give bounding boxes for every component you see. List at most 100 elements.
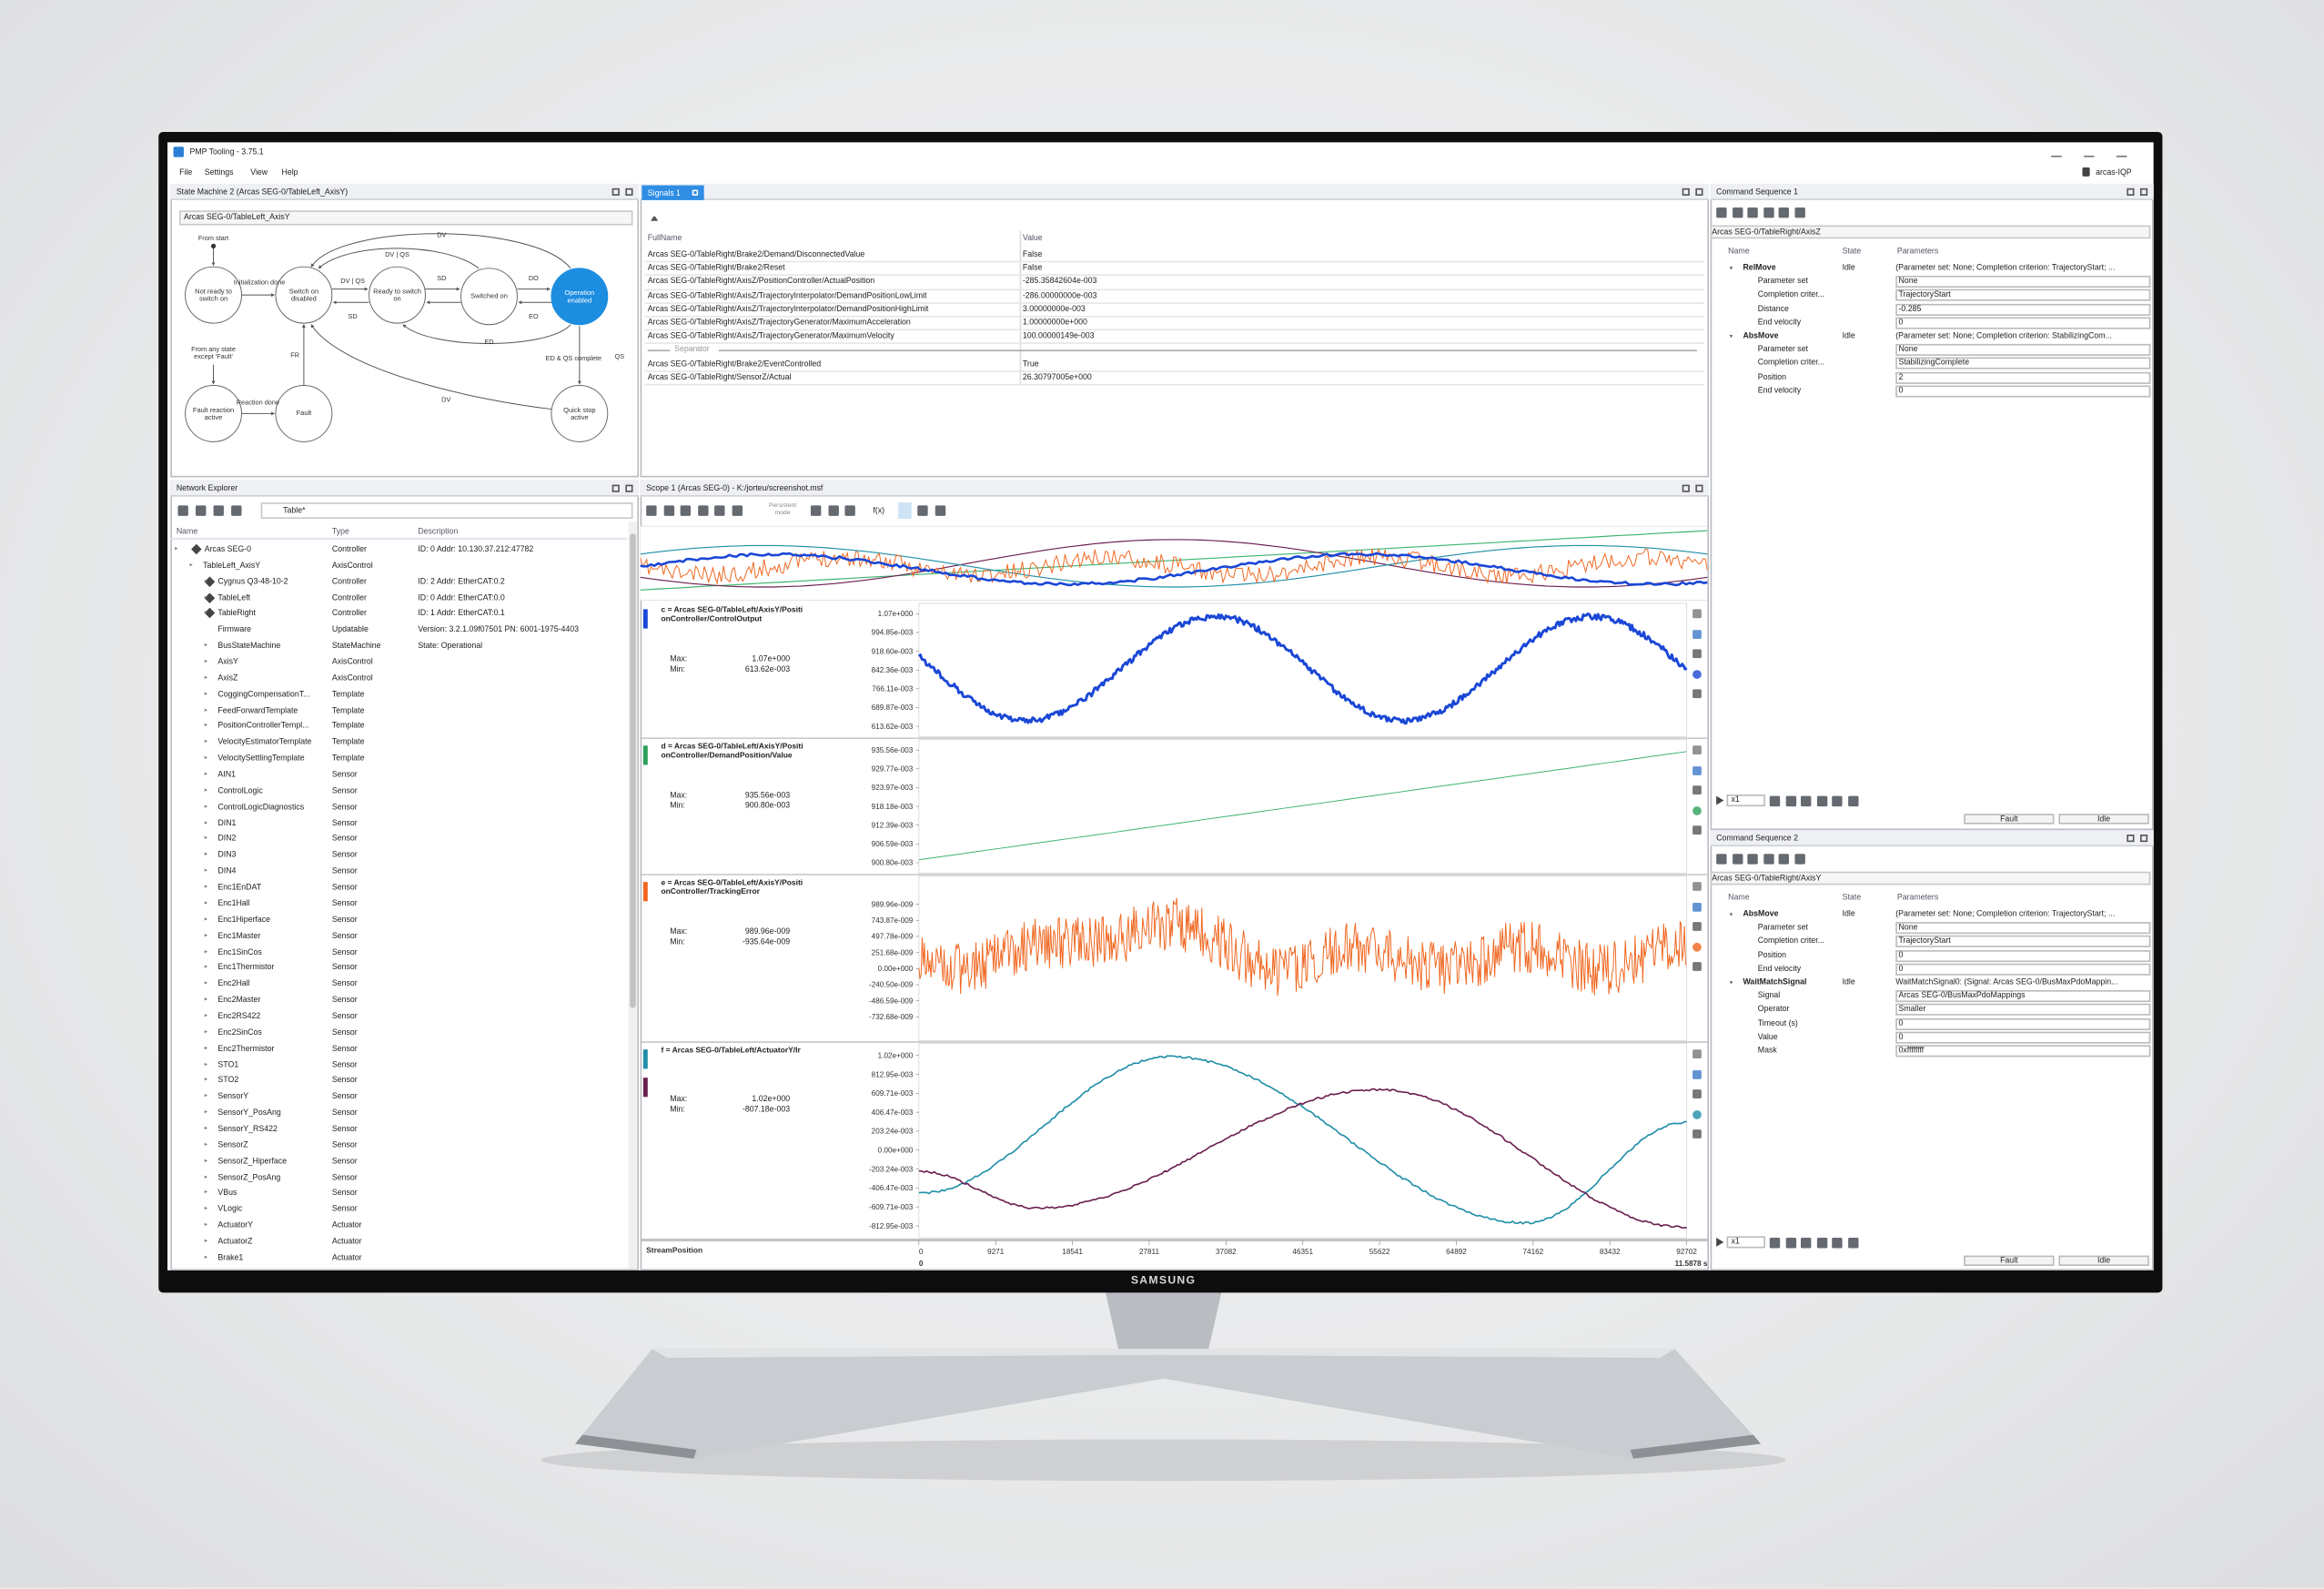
tree-item[interactable]: Enc1Hall — [217, 899, 250, 909]
parameter-input[interactable] — [1895, 1045, 2151, 1058]
expander[interactable] — [204, 611, 208, 615]
tree-item[interactable]: Cygnus Q3-48-10-2 — [217, 577, 288, 587]
channel-button[interactable] — [1692, 962, 1702, 971]
panel-button[interactable] — [2127, 835, 2135, 843]
toolbar-button[interactable] — [680, 505, 692, 516]
tree-item[interactable]: ActuatorY — [217, 1221, 253, 1231]
toolbar-button[interactable] — [1847, 795, 1858, 807]
tree-item[interactable]: TableLeft_AxisY — [203, 562, 261, 571]
tree-item[interactable]: AxisY — [217, 658, 238, 667]
channel-button[interactable] — [1692, 765, 1702, 775]
selector[interactable] — [179, 210, 633, 226]
parameter-input[interactable] — [1895, 936, 2151, 948]
toolbar-button[interactable] — [1800, 795, 1812, 807]
panel-button[interactable] — [1695, 484, 1703, 492]
tree-item[interactable]: STO2 — [217, 1077, 239, 1086]
signal-name[interactable]: Arcas SEG-0/TableRight/Brake2/EventContr… — [647, 359, 822, 369]
expander[interactable] — [204, 1013, 208, 1017]
expander[interactable] — [1729, 981, 1733, 985]
expander[interactable] — [204, 1046, 208, 1049]
toggle-label[interactable]: Persistent mode — [768, 501, 797, 516]
toolbar-button[interactable] — [731, 505, 743, 516]
tree-item[interactable]: SensorY — [217, 1092, 249, 1102]
scroll-thumb[interactable] — [630, 533, 636, 1008]
expander[interactable] — [204, 997, 208, 1001]
expander[interactable] — [204, 643, 208, 647]
panel-button[interactable] — [625, 187, 633, 197]
expander[interactable] — [204, 788, 208, 792]
channel-button[interactable] — [1692, 1089, 1702, 1098]
tab-close[interactable] — [692, 189, 699, 197]
channel-button[interactable] — [1692, 922, 1702, 931]
selector[interactable] — [1710, 225, 2151, 239]
menu-item[interactable]: Help — [281, 168, 298, 178]
tree-item[interactable]: CoggingCompensationT... — [217, 690, 310, 700]
toolbar-button[interactable] — [810, 505, 822, 516]
expander[interactable] — [204, 853, 208, 856]
tree-item[interactable]: DIN1 — [217, 819, 237, 828]
tree-item[interactable]: SensorY_RS422 — [217, 1125, 278, 1134]
parameter-input[interactable] — [1895, 949, 2151, 962]
command-name[interactable]: AbsMove — [1743, 910, 1779, 919]
tree-item[interactable]: PositionControllerTempl... — [217, 722, 309, 732]
toolbar-button[interactable] — [1832, 1238, 1843, 1249]
expander[interactable] — [204, 724, 208, 727]
toolbar-button[interactable] — [1769, 1238, 1781, 1249]
expander[interactable] — [1729, 913, 1733, 916]
tree-item[interactable]: AIN1 — [217, 771, 236, 780]
tree-item[interactable]: Firmware — [217, 625, 252, 635]
tree-item[interactable]: Enc1Hiperface — [217, 916, 271, 925]
expander[interactable] — [204, 1222, 208, 1227]
toolbar-button[interactable] — [1784, 795, 1796, 807]
expander[interactable] — [204, 1174, 208, 1179]
expander[interactable] — [1729, 267, 1733, 270]
parameter-input[interactable] — [1895, 371, 2151, 384]
toolbar-button[interactable] — [714, 505, 725, 516]
tree-item[interactable]: STO1 — [217, 1060, 239, 1070]
toolbar-button[interactable] — [934, 505, 945, 516]
parameter-input[interactable] — [1895, 1004, 2151, 1017]
toolbar-button[interactable] — [1763, 207, 1773, 218]
expander[interactable] — [204, 949, 208, 953]
expander[interactable] — [204, 1094, 208, 1098]
toolbar-button[interactable] — [1778, 854, 1789, 865]
toolbar-button[interactable] — [1794, 207, 1805, 218]
tree-item[interactable]: Brake1 — [217, 1253, 244, 1263]
tree-item[interactable]: TableLeft — [217, 593, 251, 603]
tree-item[interactable]: SensorY_PosAng — [217, 1108, 281, 1118]
channel-button[interactable] — [1692, 942, 1702, 951]
info-button[interactable] — [898, 502, 912, 520]
tree-item[interactable]: ControlLogic — [217, 786, 263, 796]
toolbar-button[interactable] — [1732, 854, 1743, 865]
signal-name[interactable]: Arcas SEG-0/TableRight/Brake2/Reset — [647, 264, 785, 274]
channel-button[interactable] — [1692, 902, 1702, 911]
speed-input[interactable] — [1726, 794, 1765, 807]
tree-item[interactable]: SensorZ — [217, 1140, 248, 1150]
tree-item[interactable]: Enc1Thermistor — [217, 964, 275, 974]
expander[interactable] — [204, 659, 208, 663]
tree-item[interactable]: VelocitySettlingTemplate — [217, 754, 305, 764]
toolbar-button[interactable] — [1847, 1238, 1858, 1249]
function-button[interactable]: f(x) — [873, 507, 885, 516]
toolbar-button[interactable] — [1794, 854, 1805, 865]
tab[interactable] — [642, 185, 704, 200]
channel-button[interactable] — [1692, 1109, 1702, 1118]
tree-item[interactable]: DIN3 — [217, 851, 237, 861]
parameter-input[interactable] — [1895, 990, 2151, 1003]
tree-item[interactable]: Enc2RS422 — [217, 1012, 261, 1022]
tree-item[interactable]: Enc2Master — [217, 996, 261, 1006]
panel-button[interactable] — [1695, 187, 1703, 197]
expander[interactable] — [204, 868, 208, 873]
tree-item[interactable]: Enc2SinCos — [217, 1028, 262, 1037]
signal-name[interactable]: Arcas SEG-0/TableRight/AxisZ/TrajectoryG… — [647, 332, 894, 341]
expander[interactable] — [204, 981, 208, 985]
toolbar-button[interactable] — [646, 505, 657, 516]
tree-item[interactable]: Enc1SinCos — [217, 947, 262, 957]
toolbar-button[interactable] — [662, 505, 674, 516]
expander[interactable] — [189, 562, 193, 566]
command-name[interactable]: WaitMatchSignal — [1743, 978, 1807, 987]
sort-button[interactable] — [651, 212, 659, 221]
expander[interactable] — [175, 547, 178, 551]
channel-button[interactable] — [1692, 1049, 1702, 1058]
tree-item[interactable]: VelocityEstimatorTemplate — [217, 738, 312, 748]
